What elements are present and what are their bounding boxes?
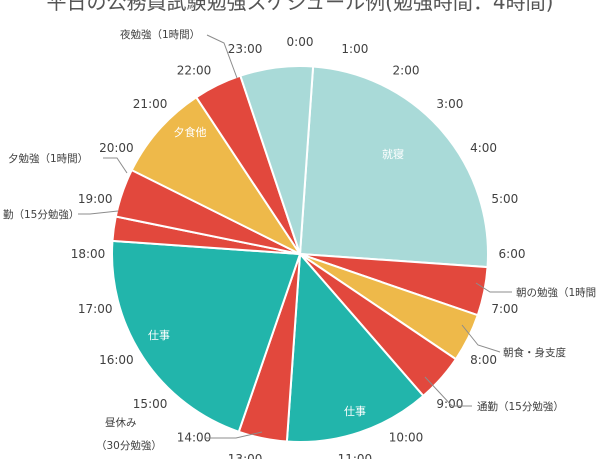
hour-label-21: 21:00 [133,97,168,111]
hour-label-14: 14:00 [177,431,212,445]
hour-label-17: 17:00 [78,302,113,316]
hour-label-20: 20:00 [99,141,134,155]
pie-slices [111,65,489,443]
annotation-commute-am: 通勤（15分勉強） [477,400,564,413]
hour-label-23: 23:00 [228,42,263,56]
annotation-night-study: 夜勉強（1時間） [120,28,200,41]
annotation-lunch-line1: 昼休み [105,417,137,429]
hour-label-3: 3:00 [436,97,463,111]
leader-night-study [206,34,238,79]
hour-label-19: 19:00 [78,192,113,206]
hour-label-8: 8:00 [470,353,497,367]
hour-label-5: 5:00 [491,192,518,206]
hour-label-1: 1:00 [341,42,368,56]
hour-label-16: 16:00 [99,353,134,367]
pie-slice-11 [239,65,315,255]
hour-label-4: 4:00 [470,141,497,155]
leader-lunch [205,431,263,439]
slice-label-work-morning: 仕事 [344,405,366,418]
slice-label-sleep: 就寝 [382,147,404,161]
leader-commute-am [424,376,472,407]
hour-label-13: 13:00 [228,452,263,459]
leader-breakfast [461,324,501,353]
pie-slice-6 [111,239,302,434]
annotation-commute-pm: 勤（15分勉強） [3,208,79,221]
hour-label-2: 2:00 [393,63,420,77]
chart-title: 平日の公務員試験勉強スケジュール例(勉強時間：4時間) [47,0,554,14]
annotation-lunch-line2: （30分勉強） [96,439,162,452]
annotation-breakfast: 朝食・身支度 [503,346,566,359]
hour-label-0: 0:00 [287,35,314,49]
hour-label-22: 22:00 [177,63,212,77]
annotation-evening-study: 夕勉強（1時間） [8,152,88,165]
hour-label-18: 18:00 [71,247,106,261]
pie-slice-9 [130,95,303,257]
hour-label-11: 11:00 [338,452,373,459]
annotations: 朝の勉強（1時間 朝食・身支度 通勤（15分勉強） 昼休み （30分勉強） 勤（… [3,28,596,452]
annotation-morning-study: 朝の勉強（1時間 [516,286,596,299]
inside-labels: 就寝 仕事 仕事 夕食他 [148,125,404,418]
hour-label-15: 15:00 [133,397,168,411]
leader-evening-study [103,157,128,174]
pie-slice-4 [285,251,425,443]
hour-label-7: 7:00 [491,302,518,316]
hour-labels: 0:001:002:003:004:005:006:007:008:009:00… [71,35,526,459]
leader-morning-study [475,282,512,293]
slice-label-dinner: 夕食他 [174,125,207,139]
leader-commute-pm [78,210,119,215]
pie-slice-0 [298,65,489,269]
hour-label-6: 6:00 [499,247,526,261]
hour-label-10: 10:00 [389,431,424,445]
slice-label-work-afternoon: 仕事 [148,329,170,342]
